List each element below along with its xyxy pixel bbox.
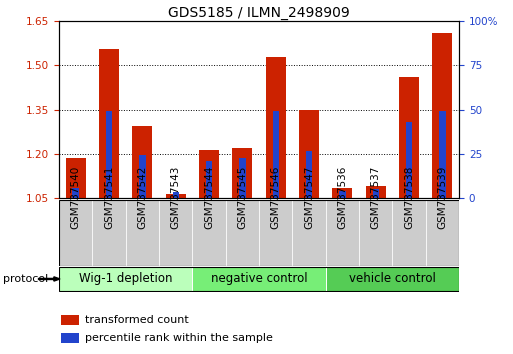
Bar (126, 200, 159, 266)
Text: GSM737541: GSM737541 (104, 166, 114, 229)
Bar (199, 149, 219, 198)
Bar (59, 267, 192, 291)
Text: GSM737544: GSM737544 (204, 166, 214, 229)
Bar (326, 267, 459, 291)
Bar (439, 111, 446, 198)
Bar (166, 194, 186, 198)
Title: GDS5185 / ILMN_2498909: GDS5185 / ILMN_2498909 (168, 6, 350, 20)
Bar (392, 200, 426, 266)
Text: GSM737537: GSM737537 (371, 166, 381, 229)
Text: percentile rank within the sample: percentile rank within the sample (85, 333, 273, 343)
Bar (426, 200, 459, 266)
Text: GSM737539: GSM737539 (438, 166, 447, 229)
Bar (172, 192, 179, 198)
Bar (206, 161, 212, 198)
Text: GSM737538: GSM737538 (404, 166, 414, 229)
Bar (192, 200, 226, 266)
Bar (399, 77, 419, 198)
Bar (432, 33, 452, 198)
Text: GSM737542: GSM737542 (137, 166, 147, 229)
Bar (159, 200, 192, 266)
Bar (192, 267, 326, 291)
Text: GSM737540: GSM737540 (71, 166, 81, 229)
Bar (99, 49, 119, 198)
Bar (299, 110, 319, 198)
Text: GSM737545: GSM737545 (238, 166, 247, 229)
Bar (326, 200, 359, 266)
Text: GSM737536: GSM737536 (338, 166, 347, 229)
Bar (306, 151, 312, 198)
Bar (339, 191, 346, 198)
Bar (266, 57, 286, 198)
Bar (92, 200, 126, 266)
Bar (359, 200, 392, 266)
Text: negative control: negative control (211, 273, 307, 285)
Bar (226, 200, 259, 266)
Bar (272, 111, 279, 198)
Bar (61, 315, 79, 325)
Bar (61, 333, 79, 343)
Text: protocol: protocol (3, 274, 48, 284)
Bar (292, 200, 326, 266)
Bar (59, 200, 92, 266)
Bar (139, 155, 146, 198)
Bar (259, 200, 292, 266)
Bar (239, 159, 246, 198)
Text: vehicle control: vehicle control (349, 273, 436, 285)
Bar (232, 148, 252, 198)
Text: GSM737543: GSM737543 (171, 166, 181, 229)
Bar (132, 126, 152, 198)
Text: GSM737547: GSM737547 (304, 166, 314, 229)
Bar (372, 189, 379, 198)
Bar (72, 188, 79, 198)
Bar (366, 187, 386, 198)
Text: Wig-1 depletion: Wig-1 depletion (79, 273, 172, 285)
Bar (406, 121, 412, 198)
Bar (332, 188, 352, 198)
Text: transformed count: transformed count (85, 315, 189, 325)
Bar (66, 159, 86, 198)
Text: GSM737546: GSM737546 (271, 166, 281, 229)
Bar (106, 111, 112, 198)
